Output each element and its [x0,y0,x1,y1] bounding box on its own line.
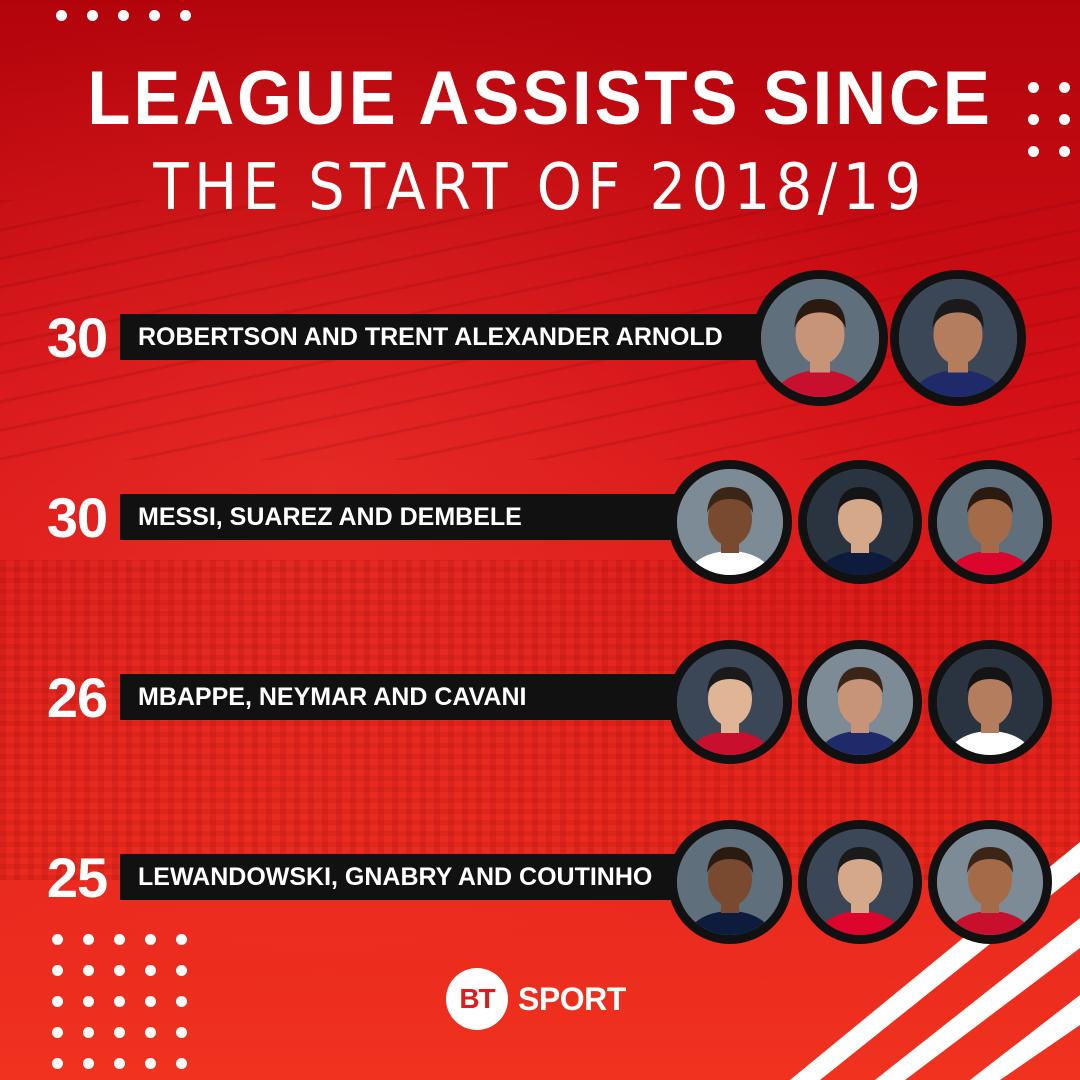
chart-title: LEAGUE ASSISTS SINCE [87,56,993,141]
player-photo [928,640,1052,764]
player-silhouette-icon [937,829,1043,935]
player-photo [798,460,922,584]
player-photo [798,820,922,944]
player-photo [928,460,1052,584]
player-photo [752,270,888,406]
player-silhouette-icon [807,469,913,575]
player-group-label: MBAPPE, NEYMAR AND CAVANI [120,674,708,720]
chart-subtitle: THE START OF 2018/19 [153,151,927,225]
player-group-label: LEWANDOWSKI, GNABRY AND COUTINHO [120,854,708,900]
player-silhouette-icon [677,649,783,755]
decorative-dots-right [1028,82,1070,157]
player-photo [668,460,792,584]
player-silhouette-icon [937,469,1043,575]
player-silhouette-icon [677,829,783,935]
player-silhouette-icon [677,469,783,575]
ranking-row: 30 ROBERTSON AND TRENT ALEXANDER ARNOLD [0,270,1080,410]
bt-sport-logo: BT SPORT [446,968,646,1032]
player-silhouette-icon [807,649,913,755]
ranking-row: 25 LEWANDOWSKI, GNABRY AND COUTINHO [0,810,1080,950]
player-group-label: MESSI, SUAREZ AND DEMBELE [120,494,708,540]
assist-count: 30 [46,306,108,369]
player-group-label: ROBERTSON AND TRENT ALEXANDER ARNOLD [120,314,792,360]
player-photo [668,820,792,944]
player-photo [668,640,792,764]
player-silhouette-icon [807,829,913,935]
player-photo [798,640,922,764]
decorative-dots-top [56,10,191,21]
player-photo [890,270,1026,406]
bt-logo-mark: BT [446,968,508,1030]
ranking-row: 30 MESSI, SUAREZ AND DEMBELE [0,450,1080,590]
ranking-row: 26 MBAPPE, NEYMAR AND CAVANI [0,630,1080,770]
assist-count: 30 [46,486,108,549]
player-photo [928,820,1052,944]
bt-logo-word: SPORT [518,981,626,1017]
player-silhouette-icon [937,649,1043,755]
player-silhouette-icon [899,279,1017,397]
player-silhouette-icon [761,279,879,397]
decorative-dots-bottom-left [52,934,187,1069]
assist-count: 25 [46,846,108,909]
assist-count: 26 [46,666,108,729]
